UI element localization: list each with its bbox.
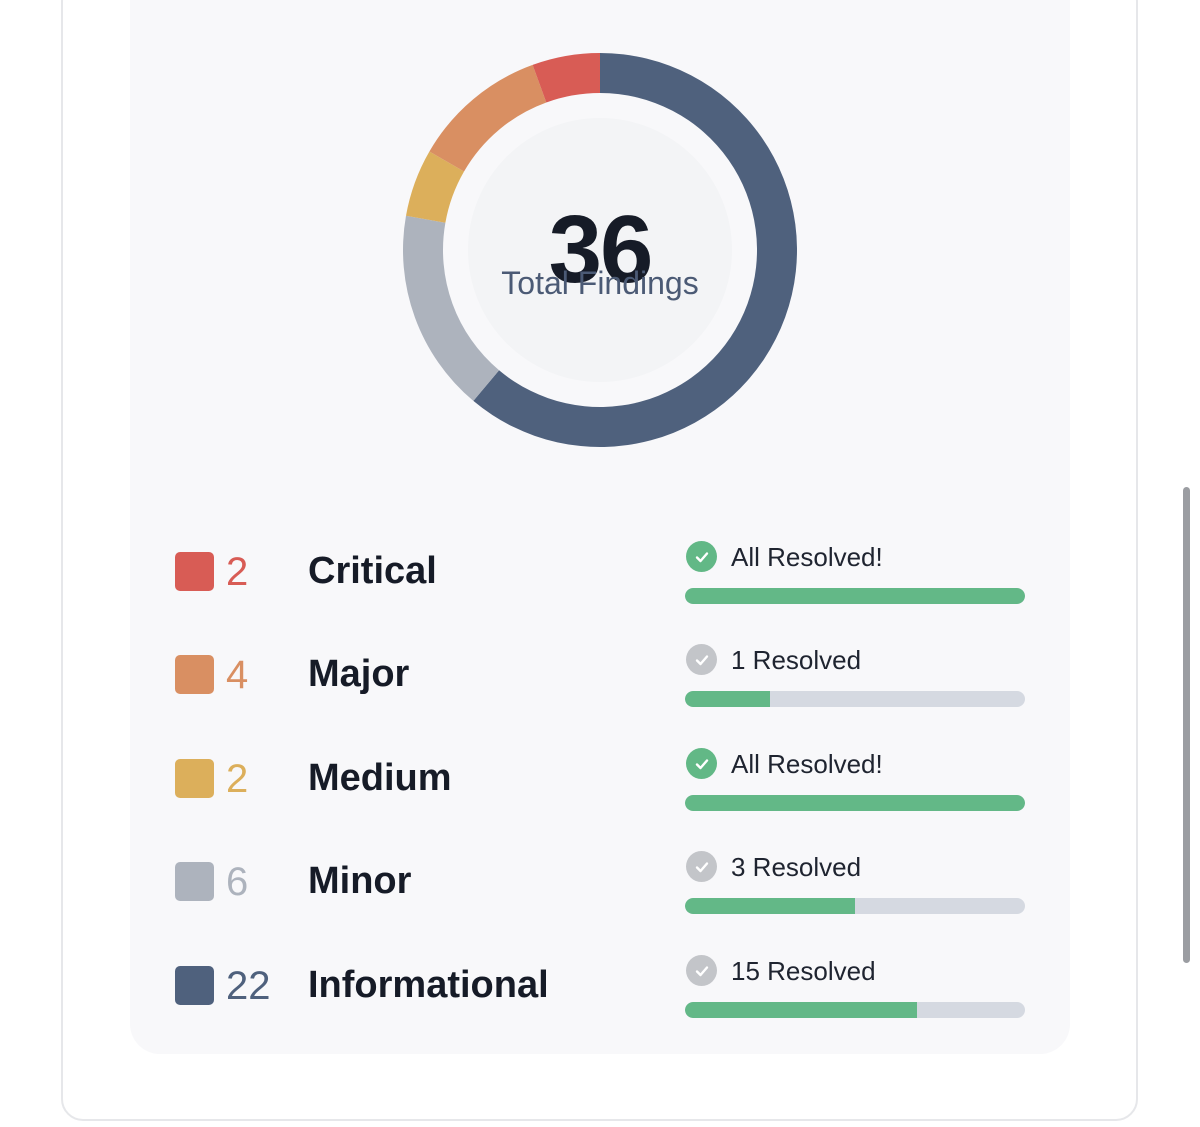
resolved-status-major: 1 Resolved [731, 645, 862, 675]
resolved-progress-informational [685, 1002, 1025, 1018]
resolved-status-medium: All Resolved! [731, 749, 883, 779]
check-icon [686, 955, 717, 986]
severity-swatch-minor [175, 862, 214, 901]
severity-row-critical: 2 Critical All Resolved! [0, 541, 1200, 630]
resolved-progress-fill-critical [685, 588, 1025, 604]
severity-count-informational: 22 [226, 964, 271, 1008]
resolved-status-informational: 15 Resolved [731, 956, 876, 986]
severity-label-medium: Medium [308, 757, 452, 799]
severity-label-minor: Minor [308, 860, 412, 902]
check-icon [686, 541, 717, 572]
donut-center-disc [468, 118, 732, 382]
resolved-progress-fill-informational [685, 1002, 917, 1018]
check-icon [686, 851, 717, 882]
severity-swatch-informational [175, 966, 214, 1005]
severity-row-informational: 22 Informational 15 Resolved [0, 955, 1200, 1044]
severity-row-major: 4 Major 1 Resolved [0, 644, 1200, 733]
severity-swatch-major [175, 655, 214, 694]
resolved-status-critical: All Resolved! [731, 542, 883, 572]
severity-label-major: Major [308, 653, 410, 695]
check-icon [686, 748, 717, 779]
scrollbar-thumb[interactable] [1183, 487, 1190, 963]
resolved-progress-fill-minor [685, 898, 855, 914]
severity-count-major: 4 [226, 653, 249, 697]
severity-swatch-medium [175, 759, 214, 798]
total-findings-count: 36 [548, 196, 654, 303]
severity-swatch-critical [175, 552, 214, 591]
findings-donut-chart: 36 Total Findings [400, 50, 800, 450]
donut-svg [403, 53, 797, 448]
severity-count-medium: 2 [226, 757, 249, 801]
donut-slice-medium [405, 151, 465, 223]
donut-slice-informational [473, 53, 797, 448]
check-icon [686, 644, 717, 675]
total-findings-label: Total Findings [501, 265, 699, 301]
donut-slice-critical [532, 53, 600, 103]
severity-row-minor: 6 Minor 3 Resolved [0, 851, 1200, 940]
severity-count-critical: 2 [226, 550, 249, 594]
donut-slice-minor [403, 215, 500, 401]
resolved-status-minor: 3 Resolved [731, 852, 862, 882]
resolved-progress-fill-medium [685, 795, 1025, 811]
severity-count-minor: 6 [226, 860, 249, 904]
resolved-progress-major [685, 691, 1025, 707]
resolved-progress-critical [685, 588, 1025, 604]
severity-label-informational: Informational [308, 964, 549, 1006]
severity-label-critical: Critical [308, 550, 437, 592]
donut-slice-major [429, 64, 547, 172]
severity-row-medium: 2 Medium All Resolved! [0, 748, 1200, 837]
resolved-progress-minor [685, 898, 1025, 914]
resolved-progress-medium [685, 795, 1025, 811]
resolved-progress-fill-major [685, 691, 770, 707]
